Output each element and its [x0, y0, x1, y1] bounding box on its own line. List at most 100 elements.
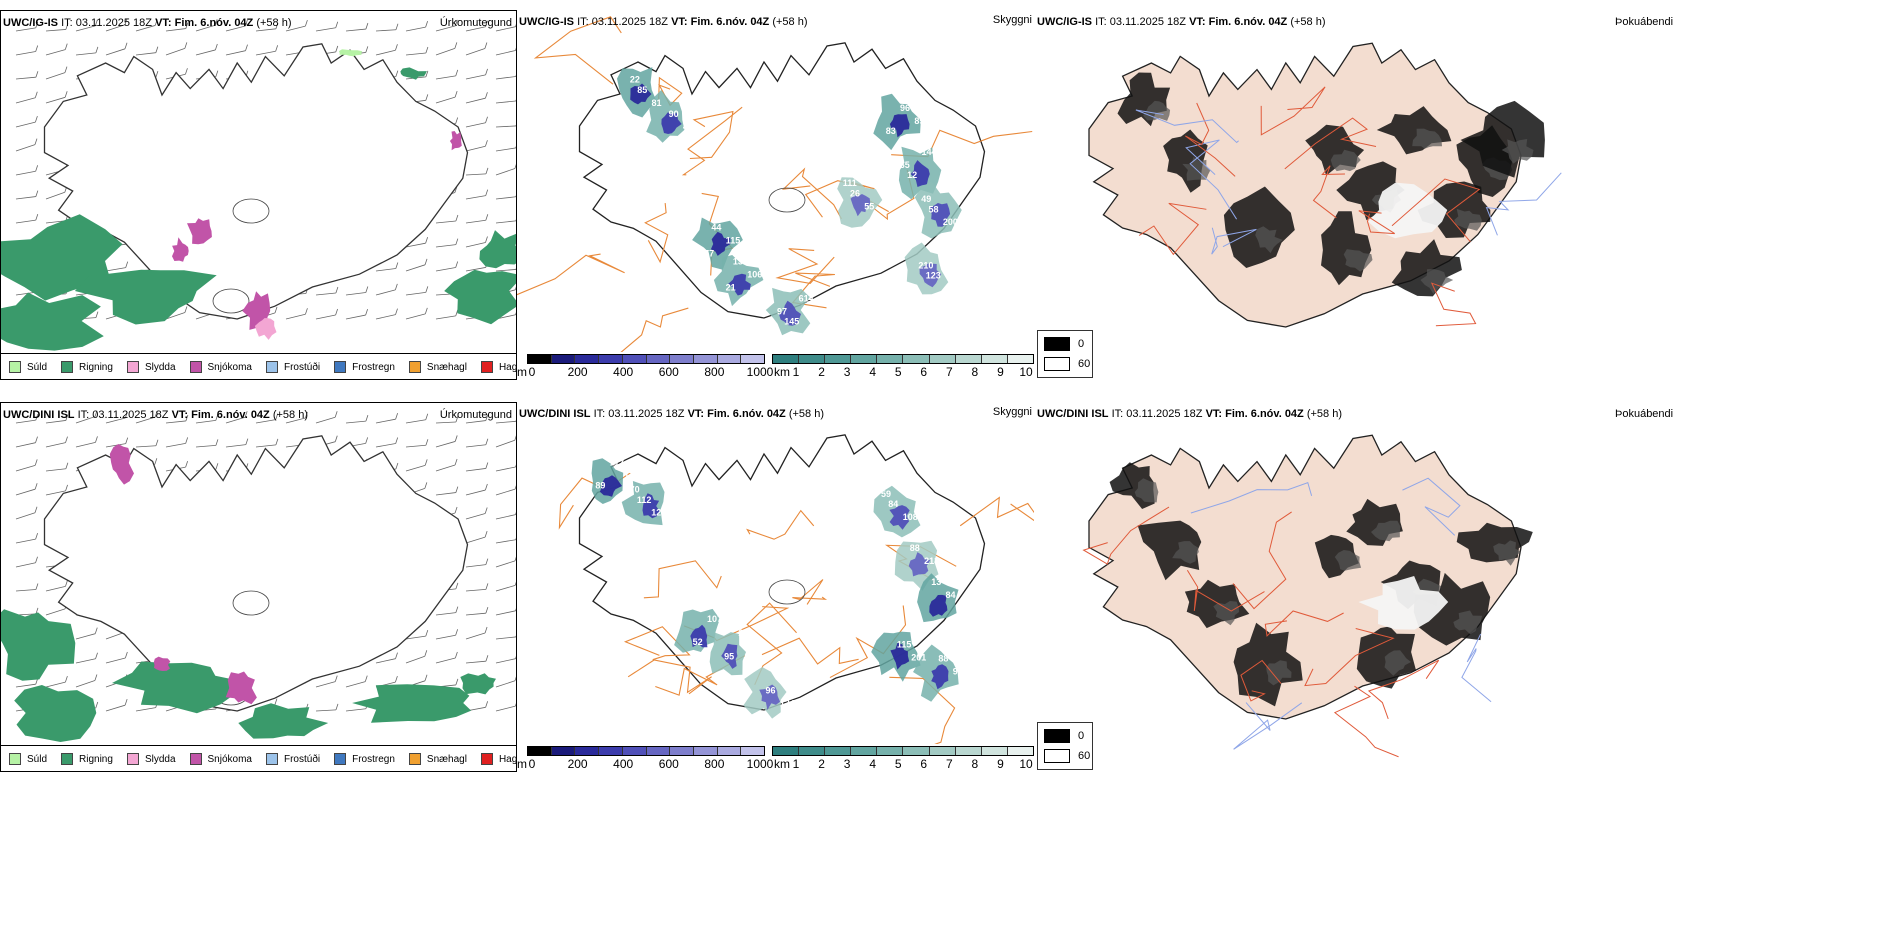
- cloud-value-label: 12: [907, 170, 917, 180]
- cloud-value-label: 96: [766, 685, 776, 695]
- colorbar-tick: 1000: [746, 365, 774, 379]
- model-name: UWC/IG-IS: [519, 16, 574, 28]
- colorbar-tick: 5: [894, 757, 902, 771]
- cloud-map: 89 112 84 88 13 52 95 96 115 88 117 122 108 213 84 107 2…: [558, 434, 1034, 744]
- cloudbase-colorbar: m 0 200 400 600 800 1000: [517, 354, 773, 380]
- cloud-value-label: 213: [924, 556, 939, 566]
- legend-item: Frostregn: [334, 361, 395, 373]
- visibility-colorbar: km 1 2 3 4 5 6 7 8 9 10: [772, 354, 1034, 380]
- valid-time-label: VT:: [171, 409, 189, 421]
- cloud-value-label: 122: [651, 508, 666, 518]
- lead-time: (+58 h): [788, 408, 825, 420]
- legend-item: Slydda: [126, 753, 176, 765]
- colorbar-tick: 3: [843, 365, 851, 379]
- legend-item: Rigning: [61, 361, 113, 373]
- panel-title: UWC/IG-IS IT: 03.11.2025 18Z VT: Fim. 6.…: [1037, 16, 1326, 28]
- colorbar-tick: 8: [971, 757, 979, 771]
- legend-label: Súld: [27, 361, 48, 373]
- cloud-value-label: 115: [897, 640, 912, 650]
- init-time: 03.11.2025 18Z: [1126, 408, 1203, 420]
- valid-time: Fim. 6.nóv. 04Z: [690, 16, 770, 28]
- colorbar-ticks: 1 2 3 4 5 6 7 8 9 10: [792, 757, 1033, 771]
- cloud-value-label: 77: [704, 248, 714, 258]
- legend-swatch: [480, 361, 493, 373]
- lead-time: (+58 h): [272, 409, 309, 421]
- legend-label: Haglél: [498, 361, 517, 373]
- cloud-value-label: 20: [738, 628, 748, 638]
- valid-time: Fim. 6.nóv. 04Z: [191, 409, 270, 421]
- valid-time-label: VT:: [1205, 408, 1223, 420]
- colorbar-tick: 4: [869, 365, 876, 379]
- cloud-value-label: 22: [630, 75, 640, 85]
- cloud-value-label: 108: [903, 512, 918, 522]
- init-time: 03.11.2025 18Z: [75, 17, 152, 29]
- legend-swatch: [265, 361, 278, 373]
- cloud-value-label: 84: [940, 248, 950, 258]
- legend-label: Rigning: [79, 753, 113, 765]
- fog-panel: UWC/DINI ISL IT: 03.11.2025 18Z VT: Fim.…: [1035, 402, 1900, 772]
- colorbar-tick: 10: [1019, 757, 1033, 771]
- legend-label: Snæhagl: [426, 753, 467, 765]
- valid-time: Fim. 6.nóv. 04Z: [707, 408, 786, 420]
- legend-item: Rigning: [61, 753, 113, 765]
- colorbar-tick: 600: [658, 757, 679, 771]
- legend-swatch: [9, 361, 21, 373]
- panel-title: UWC/DINI ISL IT: 03.11.2025 18Z VT: Fim.…: [1037, 408, 1342, 420]
- cloud-value-label: 117: [610, 458, 625, 468]
- colorbar-tick: 7: [945, 365, 953, 379]
- legend-item: Snjókoma: [189, 753, 252, 765]
- legend-swatch: [189, 361, 202, 373]
- legend-label: Slydda: [144, 753, 176, 765]
- model-name: UWC/IG-IS: [1037, 16, 1092, 28]
- legend-swatch: [126, 753, 139, 765]
- colorbar-tick: 8: [971, 365, 979, 379]
- cloud-visibility-panel: 89 112 84 88 13 52 95 96 115 88 117 122 108 213 84 107 2…: [517, 402, 1034, 772]
- panel-label: Skyggni: [992, 14, 1032, 26]
- cloud-value-label: 145: [784, 317, 799, 327]
- cloud-value-label: 65: [900, 160, 910, 170]
- legend-label: Snæhagl: [426, 361, 467, 373]
- legend-swatch: [189, 753, 202, 765]
- legend-swatch: [265, 753, 278, 765]
- fog-legend-label: 0: [1078, 338, 1085, 350]
- legend-label: Frostregn: [352, 361, 395, 373]
- init-time: 03.11.2025 18Z: [591, 16, 668, 28]
- model-name: UWC/DINI ISL: [1037, 408, 1109, 420]
- lead-time: (+58 h): [1306, 408, 1343, 420]
- panel-label: Úrkomutegund: [439, 409, 512, 421]
- legend-item: Súld: [9, 753, 47, 765]
- colorbar-tick: 9: [997, 757, 1004, 771]
- panel-title: UWC/IG-IS IT: 03.11.2025 18Z VT: Fim. 6.…: [519, 16, 808, 28]
- colorbar-tick: 400: [613, 757, 634, 771]
- panel-label: Þokuábendi: [1615, 16, 1674, 28]
- precip-type-panel: UWC/IG-IS IT: 03.11.2025 18Z VT: Fim. 6.…: [0, 10, 517, 380]
- cloud-value-label: 52: [693, 637, 703, 647]
- colorbar-strip: [527, 746, 765, 756]
- cloud-value-label: 123: [926, 271, 941, 281]
- panel-label: Skyggni: [992, 406, 1032, 418]
- colorbar-tick: 4: [869, 757, 876, 771]
- colorbar-tick: 5: [894, 365, 902, 379]
- cloud-value-label: 614: [799, 294, 814, 304]
- colorbar-ticks: 1 2 3 4 5 6 7 8 9 10: [792, 365, 1033, 379]
- colorbar-unit: km: [774, 365, 790, 379]
- cloud-value-label: 26: [850, 188, 860, 198]
- valid-time: Fim. 6.nóv. 04Z: [1225, 408, 1304, 420]
- cloud-value-label: 55: [864, 201, 874, 211]
- cloud-visibility-panel: 83 12 58 26 44 133 145 123 85 90 96 144 200 55 115 106 6…: [517, 10, 1034, 380]
- colorbar-unit: m: [517, 757, 527, 771]
- colorbar-tick: 200: [567, 365, 588, 379]
- cloud-value-label: 49: [921, 194, 931, 204]
- cloud-value-label: 85: [637, 85, 647, 95]
- cloud-value-label: 83: [886, 126, 896, 136]
- valid-time-label: VT:: [671, 16, 688, 28]
- legend-item: Snæhagl: [408, 361, 467, 373]
- legend-swatch: [334, 361, 347, 373]
- visibility-colorbar: km 1 2 3 4 5 6 7 8 9 10: [772, 746, 1034, 772]
- colorbar-tick: 200: [567, 757, 588, 771]
- legend-item: Súld: [9, 361, 47, 373]
- fog-legend-row: 0: [1044, 337, 1084, 351]
- legend-swatch: [480, 753, 493, 765]
- legend-swatch: [408, 361, 421, 373]
- legend-label: Frostúði: [283, 361, 321, 373]
